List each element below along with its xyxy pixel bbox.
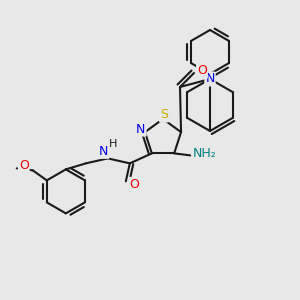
Text: H: H: [109, 140, 117, 149]
Text: N: N: [136, 123, 146, 136]
Text: NH₂: NH₂: [192, 147, 216, 160]
Text: O: O: [197, 64, 207, 77]
Text: S: S: [160, 109, 168, 122]
Text: N: N: [205, 73, 215, 85]
Text: O: O: [19, 159, 29, 172]
Text: O: O: [129, 178, 139, 191]
Text: N: N: [99, 145, 109, 158]
